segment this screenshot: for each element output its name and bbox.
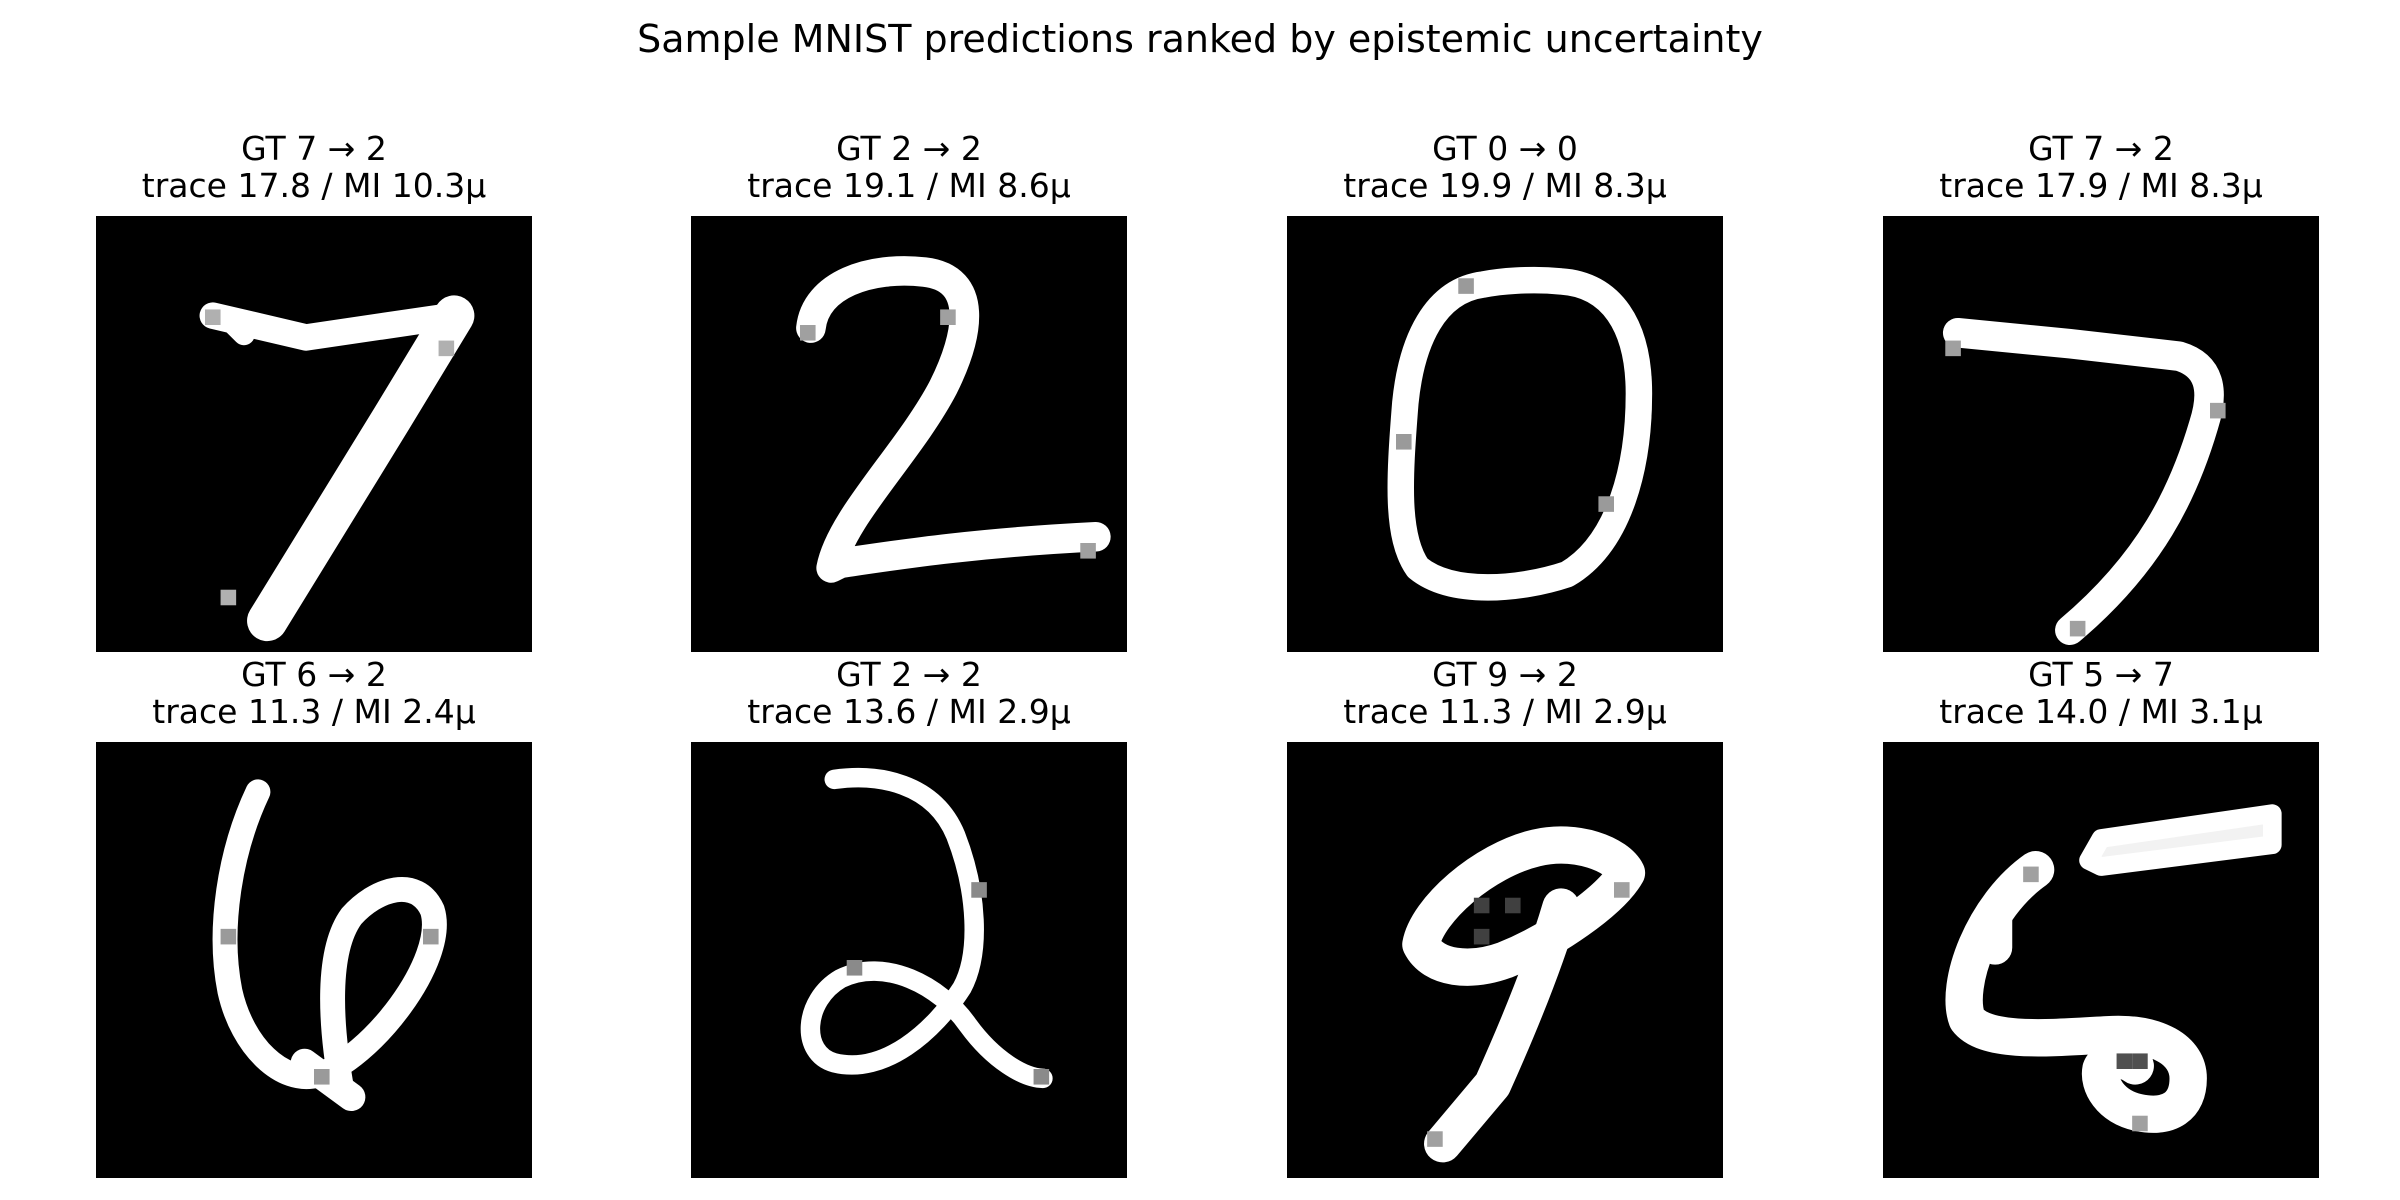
panel-1-label: GT 7 → 2 <box>241 129 387 168</box>
digit-image-2 <box>691 216 1127 652</box>
panel-3-label: GT 0 → 0 <box>1432 129 1578 168</box>
panel-3-stats: trace 19.9 / MI 8.3µ <box>1343 166 1667 205</box>
panel-4-label: GT 7 → 2 <box>2028 129 2174 168</box>
panel-2-label: GT 2 → 2 <box>836 129 982 168</box>
digit-0-image <box>1387 266 1653 601</box>
panel-7-label: GT 9 → 2 <box>1432 655 1578 694</box>
digit-6-image <box>212 779 447 1112</box>
panel-title-7: GT 9 → 2 trace 11.3 / MI 2.9µ <box>1255 656 1755 730</box>
digit-image-5 <box>96 742 532 1178</box>
panel-title-1: GT 7 → 2 trace 17.8 / MI 10.3µ <box>64 130 564 204</box>
digit-2-image <box>800 767 1053 1089</box>
digit-2-image <box>796 256 1111 583</box>
panel-title-8: GT 5 → 7 trace 14.0 / MI 3.1µ <box>1851 656 2351 730</box>
panel-title-3: GT 0 → 0 trace 19.9 / MI 8.3µ <box>1255 130 1755 204</box>
panel-title-4: GT 7 → 2 trace 17.9 / MI 8.3µ <box>1851 130 2351 204</box>
digit-9-image <box>1402 826 1646 1163</box>
panel-title-6: GT 2 → 2 trace 13.6 / MI 2.9µ <box>659 656 1159 730</box>
panel-title-2: GT 2 → 2 trace 19.1 / MI 8.6µ <box>659 130 1159 204</box>
panel-8-stats: trace 14.0 / MI 3.1µ <box>1939 692 2263 731</box>
panel-1-stats: trace 17.8 / MI 10.3µ <box>141 166 487 205</box>
figure-title: Sample MNIST predictions ranked by epist… <box>637 17 1763 61</box>
digit-5-image <box>1945 804 2282 1133</box>
digit-image-8 <box>1883 742 2319 1178</box>
digit-7-image <box>1942 317 2226 645</box>
panel-title-5: GT 6 → 2 trace 11.3 / MI 2.4µ <box>64 656 564 730</box>
digit-image-7 <box>1287 742 1723 1178</box>
digit-image-4 <box>1883 216 2319 652</box>
panel-5-label: GT 6 → 2 <box>241 655 387 694</box>
digit-7-image <box>199 295 475 642</box>
panel-6-label: GT 2 → 2 <box>836 655 982 694</box>
digit-image-1 <box>96 216 532 652</box>
panel-7-stats: trace 11.3 / MI 2.9µ <box>1343 692 1667 731</box>
digit-image-6 <box>691 742 1127 1178</box>
digit-image-3 <box>1287 216 1723 652</box>
panel-6-stats: trace 13.6 / MI 2.9µ <box>747 692 1071 731</box>
panel-5-stats: trace 11.3 / MI 2.4µ <box>152 692 476 731</box>
panel-4-stats: trace 17.9 / MI 8.3µ <box>1939 166 2263 205</box>
panel-8-label: GT 5 → 7 <box>2028 655 2174 694</box>
panel-2-stats: trace 19.1 / MI 8.6µ <box>747 166 1071 205</box>
